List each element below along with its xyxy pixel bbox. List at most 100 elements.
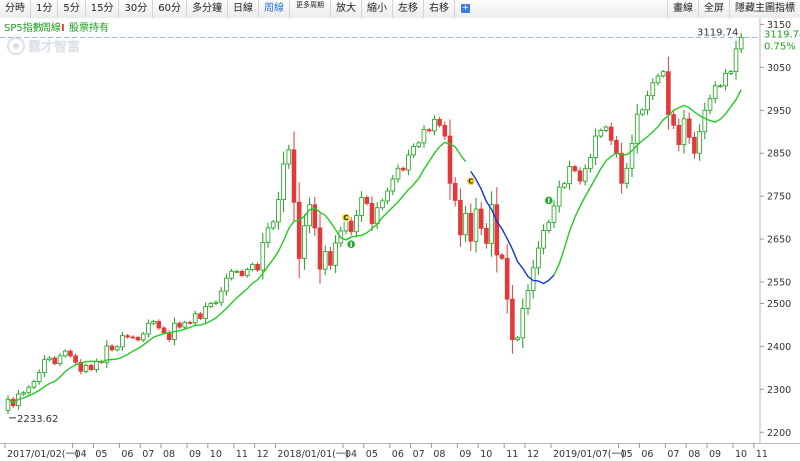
- candle: [541, 224, 546, 255]
- candle: [36, 369, 42, 385]
- candle: [182, 320, 188, 329]
- x-tick-label: 12: [257, 449, 269, 460]
- candle: [348, 217, 354, 236]
- y-tick-label: 2750: [767, 192, 791, 203]
- candle: [681, 109, 687, 154]
- watermark-text: 露才智富: [28, 39, 80, 55]
- candle: [135, 335, 141, 342]
- candle: [296, 182, 302, 279]
- svg-text:I: I: [547, 197, 550, 205]
- y-tick-label: 3050: [767, 63, 791, 74]
- x-tick-label: 09: [189, 449, 201, 460]
- candle: [640, 108, 645, 116]
- x-tick-label: 09: [459, 449, 471, 460]
- candle: [385, 187, 390, 205]
- candle: [660, 69, 666, 78]
- tab-minute-chart[interactable]: 分時: [0, 0, 31, 18]
- candle: [78, 359, 84, 375]
- chart-legend: SP5指數 周線 I 股票持有: [4, 21, 109, 34]
- tab-multi-minute[interactable]: 多分鐘: [187, 0, 228, 18]
- x-tick-label: 12: [527, 449, 539, 460]
- price-axis-box: [762, 28, 799, 41]
- y-tick-label: 2950: [767, 106, 791, 117]
- candle: [655, 73, 661, 86]
- signal-c-badge[interactable]: C: [341, 213, 351, 223]
- candle: [213, 300, 219, 306]
- tab-1min[interactable]: 1分: [31, 0, 59, 18]
- candle: [733, 40, 739, 80]
- candle: [707, 94, 713, 115]
- candle: [364, 195, 370, 206]
- candle: [556, 180, 562, 213]
- x-tick-label: 05: [366, 449, 378, 460]
- fullscreen-button[interactable]: 全屏: [699, 0, 730, 18]
- candle: [88, 363, 94, 372]
- candle: [151, 319, 156, 325]
- signal-c-badge[interactable]: C: [466, 176, 476, 186]
- svg-text:C: C: [468, 178, 473, 186]
- candle: [463, 205, 468, 243]
- candle: [322, 245, 328, 276]
- candle: [598, 128, 604, 139]
- candle: [697, 124, 702, 161]
- watermark-logo: 露才智富: [7, 37, 80, 55]
- y-tick-label: 2850: [767, 149, 791, 160]
- candle: [629, 134, 635, 177]
- y-tick-label: 2400: [767, 342, 791, 353]
- candle: [31, 379, 37, 390]
- candle: [390, 174, 396, 196]
- legend-period: 周線: [41, 21, 61, 34]
- zoom-out-button[interactable]: 縮小: [362, 0, 393, 18]
- candle: [572, 164, 578, 173]
- tab-weekly[interactable]: 周線: [259, 0, 290, 18]
- tab-60min[interactable]: 60分: [153, 0, 187, 18]
- x-tick-label: 06: [392, 449, 404, 460]
- move-left-button[interactable]: 左移: [393, 0, 424, 18]
- hide-indicator-button[interactable]: 隱藏主圖指標: [735, 3, 795, 14]
- candle: [411, 143, 416, 158]
- weekly-candlestick-chart[interactable]: 露才智富 SP5指數 周線 I 股票持有 2200 2300 2400 2500 255…: [0, 18, 800, 461]
- tab-daily[interactable]: 日線: [228, 0, 259, 18]
- moving-average-line-alt: [470, 171, 555, 285]
- candle: [328, 246, 333, 271]
- candle: [395, 164, 401, 183]
- candle: [624, 162, 630, 189]
- tab-more-periods[interactable]: 更多周期: [290, 0, 331, 18]
- svg-text:C: C: [343, 214, 348, 222]
- candle: [281, 151, 286, 213]
- candle: [307, 197, 312, 234]
- candle: [270, 219, 276, 231]
- candle: [250, 262, 255, 272]
- candle: [546, 219, 552, 234]
- tab-15min[interactable]: 15分: [86, 0, 120, 18]
- signal-i-badge[interactable]: I: [346, 239, 356, 249]
- candle: [562, 181, 567, 189]
- candle: [504, 244, 510, 314]
- candle: [52, 356, 58, 366]
- candle: [42, 355, 47, 378]
- candle: [692, 131, 697, 159]
- tab-30min[interactable]: 30分: [119, 0, 154, 18]
- candle: [187, 320, 193, 325]
- zoom-in-button[interactable]: 放大: [331, 0, 362, 18]
- add-indicator-icon[interactable]: +: [460, 3, 470, 13]
- candle: [83, 363, 89, 374]
- move-right-button[interactable]: 右移: [424, 0, 455, 18]
- candle: [333, 235, 338, 274]
- tab-5min[interactable]: 5分: [58, 0, 86, 18]
- candle: [239, 269, 245, 278]
- candle: [218, 287, 224, 307]
- signal-i-badge[interactable]: I: [544, 195, 554, 205]
- candle: [109, 344, 115, 352]
- candle: [432, 115, 437, 135]
- candle: [437, 117, 442, 128]
- price-axis-last: 3119.74: [764, 29, 800, 40]
- x-tick-label: 09: [709, 449, 721, 460]
- x-tick-label: 08: [688, 449, 700, 460]
- candle: [229, 268, 234, 281]
- candle: [728, 69, 734, 76]
- candle: [582, 164, 588, 186]
- drawing-button[interactable]: 畫線: [667, 0, 699, 18]
- legend-symbol: SP5指數: [4, 21, 43, 34]
